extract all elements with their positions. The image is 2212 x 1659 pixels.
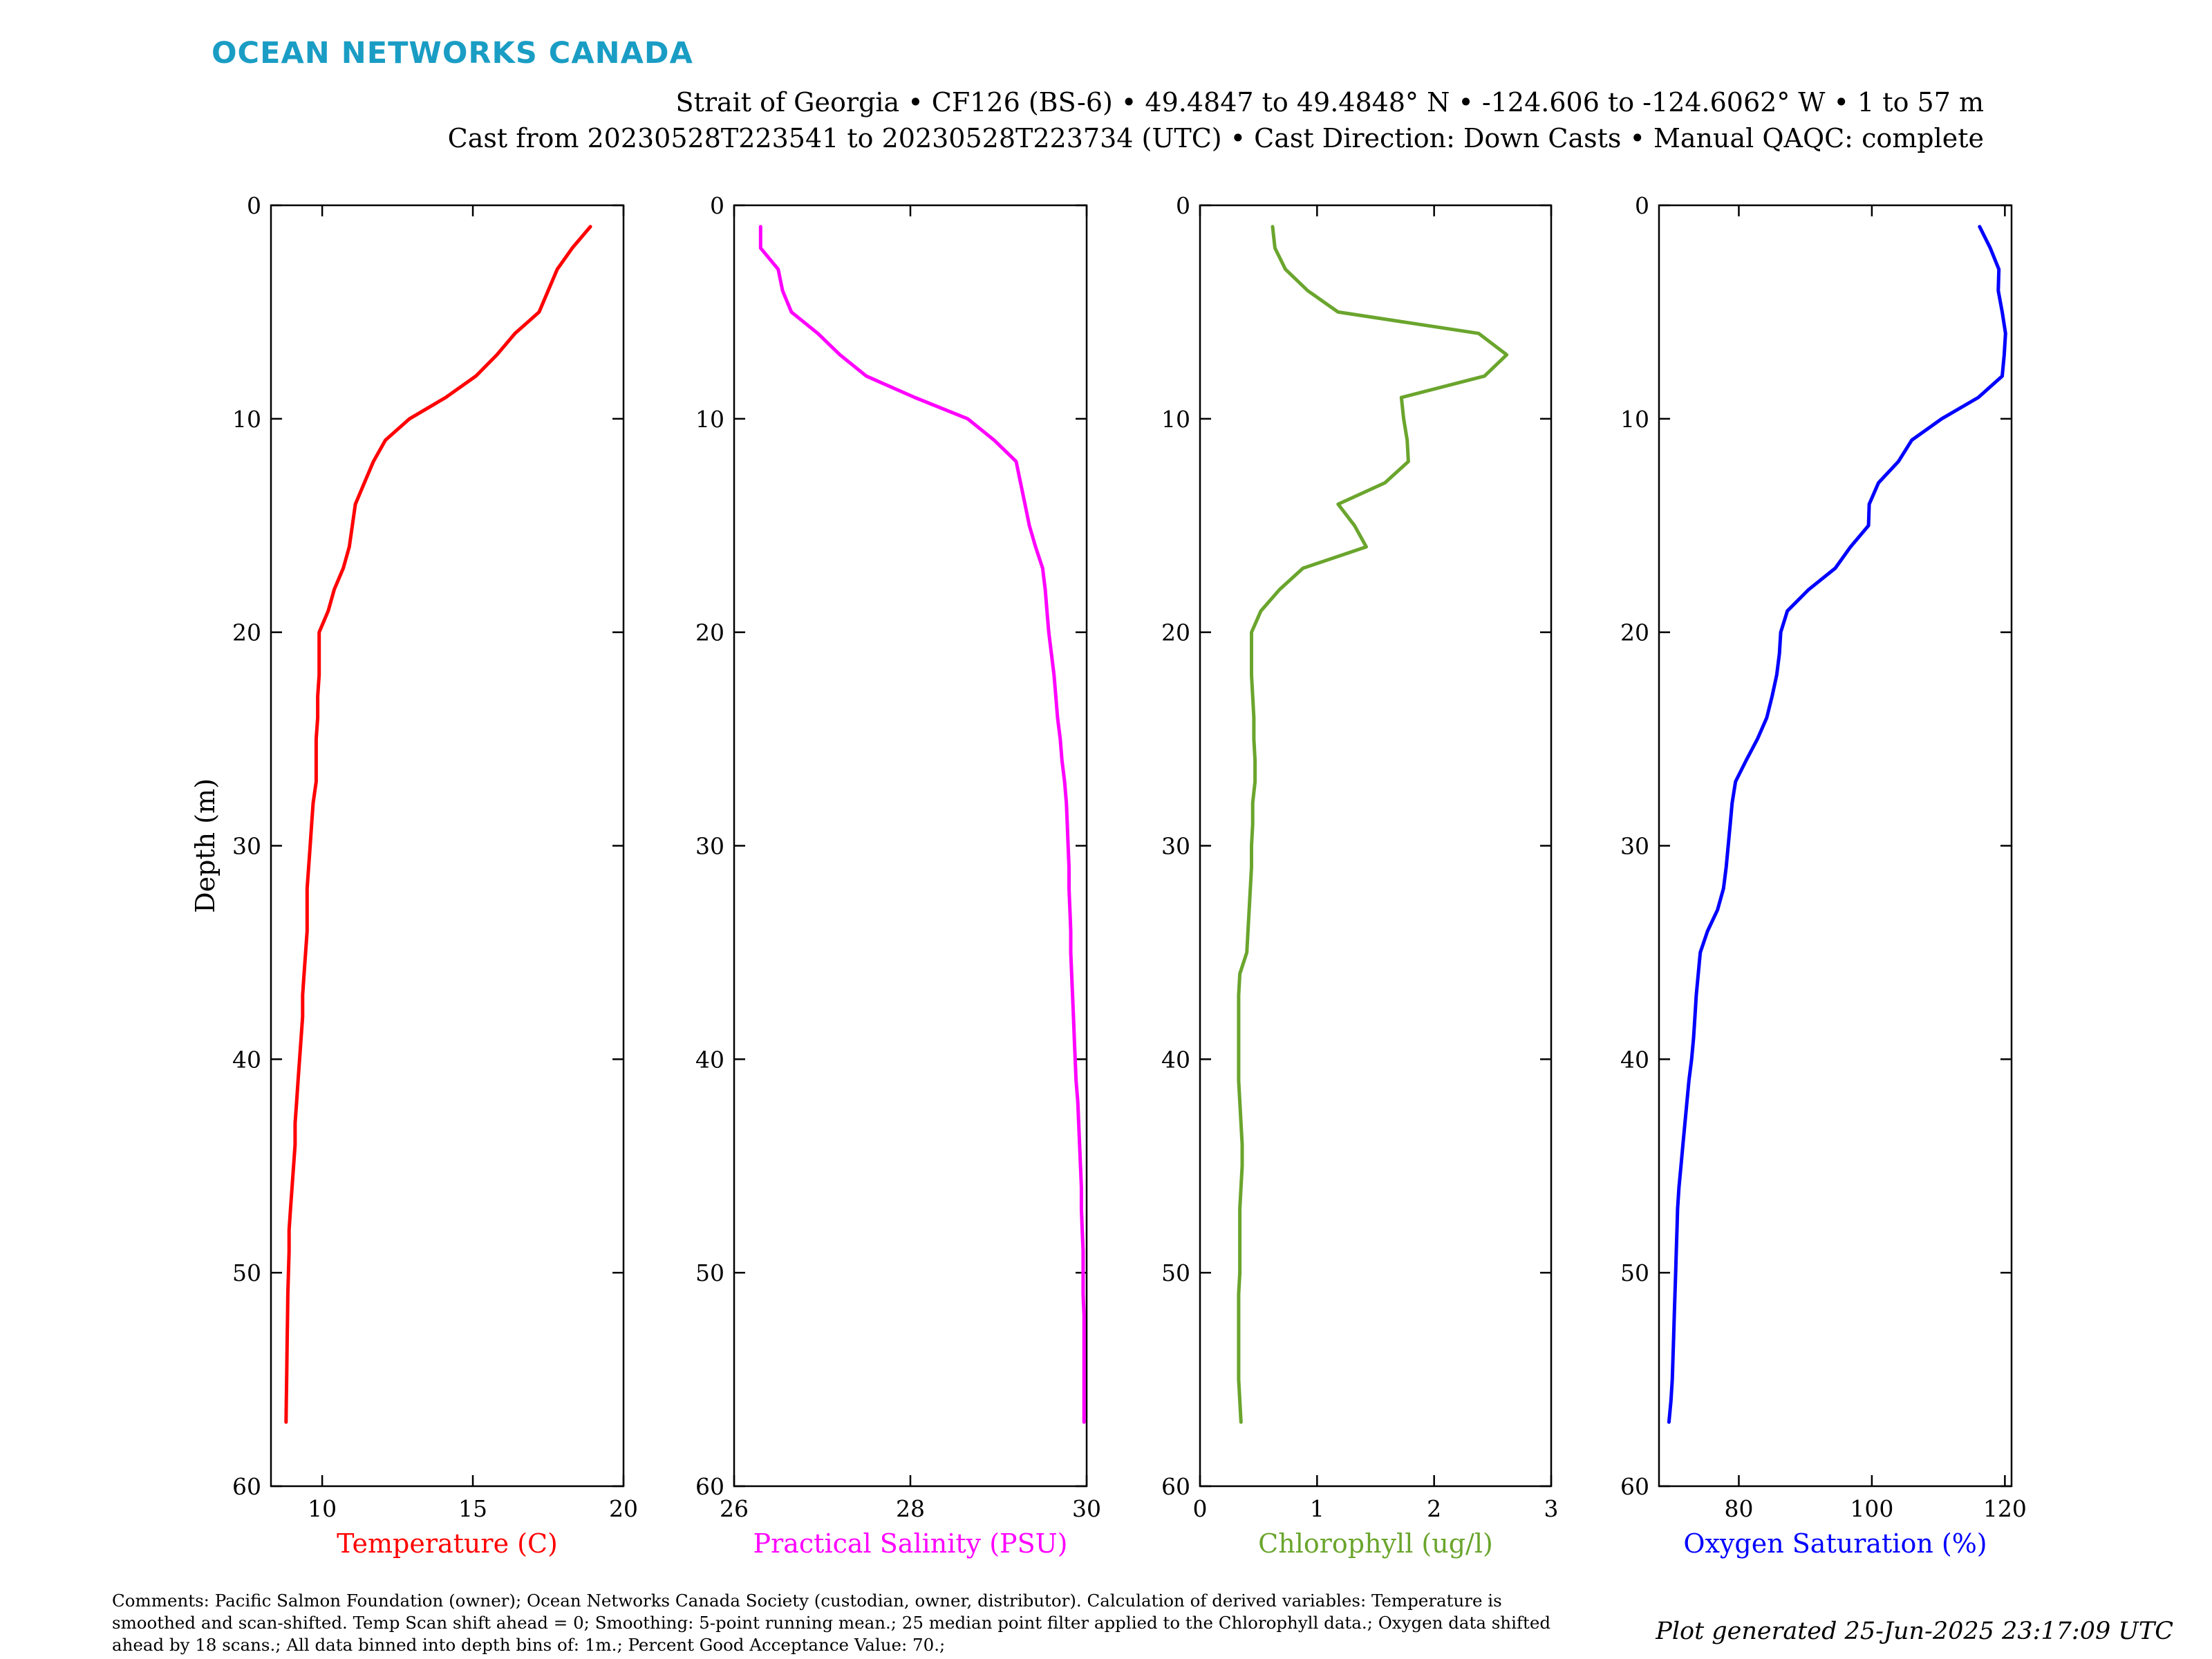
plot-frame-2 — [733, 204, 1088, 1488]
y-tick-label: 30 — [695, 833, 724, 860]
y-tick-label: 40 — [232, 1046, 261, 1073]
ocean-networks-canada-logo: OCEAN NETWORKS CANADA — [212, 36, 693, 71]
y-tick-label: 0 — [1176, 192, 1190, 219]
x-tick-label: 0 — [1193, 1495, 1208, 1522]
series-line-2 — [758, 225, 1086, 1424]
x-tick-label: 10 — [308, 1495, 337, 1522]
x-axis-label: Practical Salinity (PSU) — [753, 1528, 1068, 1559]
x-tick-label: 120 — [1983, 1495, 2027, 1522]
y-tick-label: 40 — [695, 1046, 724, 1073]
x-tick-label: 20 — [609, 1495, 638, 1522]
x-tick-label: 3 — [1544, 1495, 1559, 1522]
series-line-1 — [284, 225, 592, 1424]
y-tick-label: 10 — [232, 406, 261, 433]
x-tick-label: 26 — [720, 1495, 749, 1522]
series-line-3 — [1237, 225, 1509, 1424]
plot-header-location: Strait of Georgia • CF126 (BS-6) • 49.48… — [675, 87, 1984, 118]
y-tick-label: 50 — [1620, 1259, 1649, 1286]
plot-header-cast: Cast from 20230528T223541 to 20230528T22… — [447, 123, 1984, 153]
plot-frame-4 — [1658, 204, 2013, 1488]
x-tick-label: 80 — [1724, 1495, 1753, 1522]
x-tick-label: 28 — [896, 1495, 925, 1522]
y-axis-label: Depth (m) — [190, 778, 221, 913]
comments-text: Comments: Pacific Salmon Foundation (own… — [112, 1591, 1551, 1655]
y-tick-label: 20 — [1620, 619, 1649, 646]
y-tick-label: 0 — [247, 192, 261, 219]
y-tick-label: 50 — [232, 1259, 261, 1286]
x-axis-label: Temperature (C) — [337, 1528, 558, 1559]
x-tick-label: 15 — [458, 1495, 487, 1522]
y-tick-label: 20 — [1161, 619, 1190, 646]
y-tick-label: 20 — [232, 619, 261, 646]
y-tick-label: 40 — [1620, 1046, 1649, 1073]
y-tick-label: 0 — [710, 192, 724, 219]
y-tick-label: 30 — [1620, 833, 1649, 860]
y-tick-label: 40 — [1161, 1046, 1190, 1073]
y-tick-label: 60 — [232, 1473, 261, 1500]
x-tick-label: 1 — [1310, 1495, 1324, 1522]
x-tick-label: 100 — [1850, 1495, 1893, 1522]
y-tick-label: 30 — [232, 833, 261, 860]
y-tick-label: 30 — [1161, 833, 1190, 860]
y-tick-label: 0 — [1635, 192, 1649, 219]
y-tick-label: 10 — [695, 406, 724, 433]
y-tick-label: 10 — [1161, 406, 1190, 433]
y-tick-label: 20 — [695, 619, 724, 646]
x-tick-label: 2 — [1427, 1495, 1441, 1522]
x-axis-label: Chlorophyll (ug/l) — [1258, 1528, 1493, 1559]
y-tick-label: 60 — [1161, 1473, 1190, 1500]
plot-generated-timestamp: Plot generated 25-Jun-2025 23:17:09 UTC — [1656, 1618, 2173, 1645]
x-tick-label: 30 — [1072, 1495, 1101, 1522]
x-axis-label: Oxygen Saturation (%) — [1683, 1528, 1987, 1559]
y-tick-label: 60 — [1620, 1473, 1649, 1500]
series-line-4 — [1667, 225, 2007, 1424]
y-tick-label: 50 — [695, 1259, 724, 1286]
y-tick-label: 50 — [1161, 1259, 1190, 1286]
y-tick-label: 10 — [1620, 406, 1649, 433]
y-tick-label: 60 — [695, 1473, 724, 1500]
